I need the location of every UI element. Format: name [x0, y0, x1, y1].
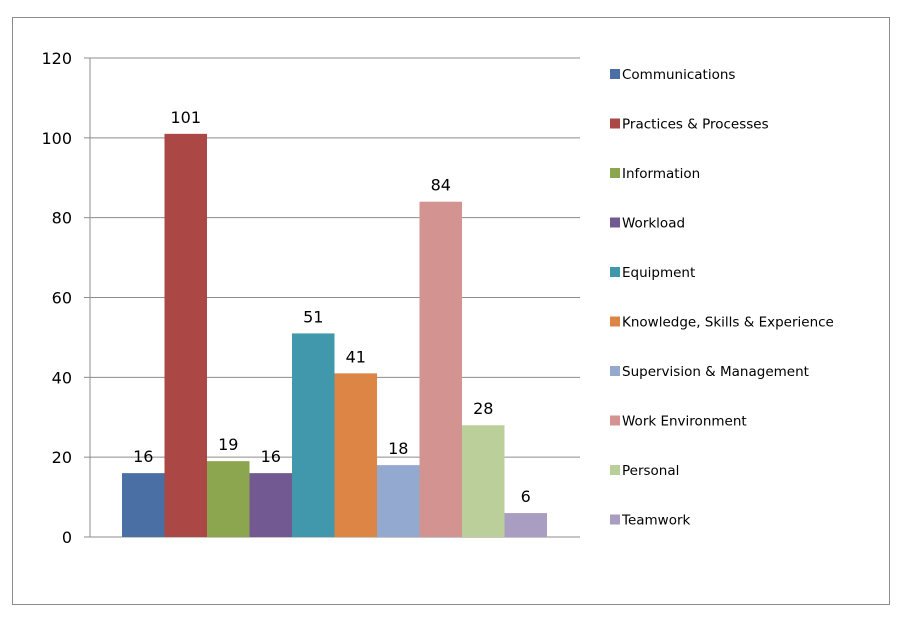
legend-swatch-3	[610, 217, 620, 228]
legend-label: Information	[622, 166, 700, 182]
bar-3	[249, 473, 292, 537]
legend-swatch-1	[610, 118, 620, 129]
data-label: 6	[521, 487, 531, 506]
bar-5	[334, 373, 377, 537]
legend-label: Knowledge, Skills & Experience	[622, 315, 834, 331]
legend-swatch-5	[610, 316, 620, 327]
legend-label: Workload	[622, 216, 685, 232]
bar-9	[504, 513, 547, 537]
bar-7	[419, 201, 462, 537]
legend-label: Personal	[622, 463, 679, 479]
y-tick-label: 20	[52, 448, 72, 467]
legend-swatch-2	[610, 168, 620, 178]
legend-swatch-9	[610, 514, 620, 525]
legend-swatch-4	[610, 267, 620, 277]
legend-swatch-7	[610, 415, 620, 426]
legend-swatch-0	[610, 69, 620, 79]
y-tick-label: 40	[52, 368, 72, 387]
data-label: 16	[133, 447, 153, 466]
legend-label: Supervision & Management	[622, 364, 809, 380]
bar-1	[164, 133, 207, 537]
y-tick-label: 100	[41, 129, 72, 148]
bar-2	[207, 461, 250, 537]
data-label: 18	[388, 439, 408, 458]
data-label: 41	[346, 347, 366, 366]
bar-6	[377, 465, 420, 537]
data-label: 51	[303, 307, 323, 326]
data-label: 19	[218, 435, 238, 454]
legend-label: Equipment	[622, 265, 695, 281]
bar-8	[462, 425, 505, 537]
legend-swatch-8	[610, 465, 620, 475]
legend-label: Work Environment	[622, 414, 747, 430]
legend-label: Teamwork	[621, 513, 691, 529]
legend-label: Communications	[622, 67, 735, 83]
data-label: 101	[170, 108, 201, 127]
data-label: 28	[473, 399, 493, 418]
legend-label: Practices & Processes	[622, 117, 769, 133]
data-label: 84	[431, 176, 451, 195]
y-tick-label: 60	[52, 289, 72, 308]
bar-4	[292, 333, 335, 537]
y-tick-label: 80	[52, 209, 72, 228]
legend-swatch-6	[610, 366, 620, 376]
y-tick-label: 0	[62, 528, 72, 547]
data-label: 16	[261, 447, 281, 466]
y-tick-label: 120	[41, 49, 72, 68]
bar-0	[122, 473, 165, 537]
